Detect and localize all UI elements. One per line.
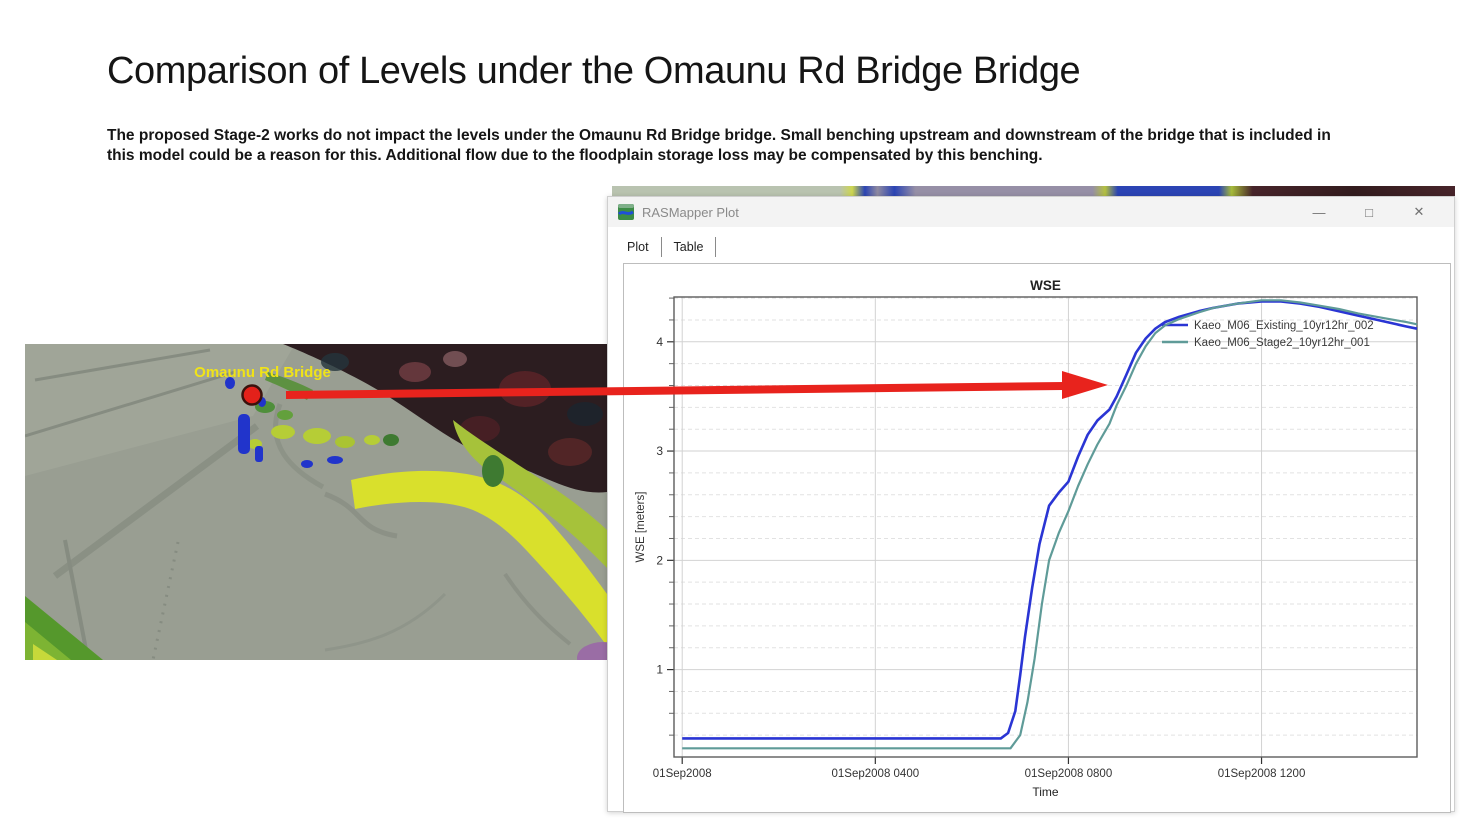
svg-text:4: 4 — [656, 335, 663, 349]
page-title: Comparison of Levels under the Omaunu Rd… — [107, 50, 1081, 92]
svg-text:Kaeo_M06_Stage2_10yr12hr_001: Kaeo_M06_Stage2_10yr12hr_001 — [1194, 337, 1370, 349]
bridge-map-label: Omaunu Rd Bridge — [194, 364, 331, 381]
svg-text:WSE: WSE — [1030, 278, 1061, 293]
svg-text:1: 1 — [656, 663, 663, 677]
maximize-button[interactable]: □ — [1365, 204, 1373, 220]
tab-separator — [660, 237, 662, 257]
page-subtitle: The proposed Stage-2 works do not impact… — [107, 127, 1331, 165]
plot-panel: 1 2 3 4 01Sep2008 01Sep2008 0400 01Sep2008 080… — [623, 263, 1451, 813]
tab-separator — [715, 237, 717, 257]
map-corner-patches — [25, 596, 607, 660]
svg-text:Kaeo_M06_Existing_10yr12hr_002: Kaeo_M06_Existing_10yr12hr_002 — [1194, 320, 1374, 332]
minimize-button[interactable]: — — [1312, 204, 1326, 220]
window-titlebar[interactable]: RASMapper Plot — □ ✕ — [608, 197, 1454, 227]
axes-box — [673, 296, 1418, 758]
chart-labels: WSE Time WSE [meters] — [635, 278, 1061, 799]
wse-chart: 1 2 3 4 01Sep2008 01Sep2008 0400 01Sep2008 080… — [635, 278, 1418, 799]
map-strip-behind-window — [612, 186, 1455, 196]
svg-text:Time: Time — [1032, 785, 1059, 799]
svg-text:WSE [meters]: WSE [meters] — [635, 492, 647, 563]
rasmapper-app-icon — [618, 204, 634, 220]
tab-bar: Plot Table — [608, 233, 1454, 261]
chart-legend: Kaeo_M06_Existing_10yr12hr_002 Kaeo_M06_S… — [1162, 320, 1374, 349]
svg-text:2: 2 — [656, 553, 663, 567]
window-title: RASMapper Plot — [642, 204, 739, 220]
svg-text:01Sep2008 0800: 01Sep2008 0800 — [1025, 768, 1113, 780]
map-terrain-lines — [25, 348, 572, 660]
series-stage2 — [682, 299, 1418, 750]
tab-plot[interactable]: Plot — [627, 240, 649, 254]
rasmapper-window: RASMapper Plot — □ ✕ Plot Table 1 2 3 4 01Se… — [607, 196, 1455, 813]
close-button[interactable]: ✕ — [1413, 204, 1425, 219]
svg-text:01Sep2008 0400: 01Sep2008 0400 — [832, 768, 920, 780]
series-existing — [682, 300, 1418, 740]
window-controls: — □ ✕ — [1294, 204, 1444, 220]
major-gridlines: 1 2 3 4 01Sep2008 01Sep2008 0400 01Sep2008 080… — [653, 297, 1417, 780]
svg-text:01Sep2008: 01Sep2008 — [653, 768, 712, 780]
map-water-patches — [225, 377, 343, 468]
minor-gridlines — [669, 297, 1417, 736]
bridge-marker — [241, 384, 263, 406]
tab-table[interactable]: Table — [673, 240, 704, 254]
svg-text:3: 3 — [656, 444, 663, 458]
map-vegetation-dark — [283, 344, 607, 493]
map-flood-bands — [248, 372, 607, 646]
svg-text:01Sep2008 1200: 01Sep2008 1200 — [1218, 768, 1306, 780]
annotation-arrow — [285, 371, 1108, 399]
